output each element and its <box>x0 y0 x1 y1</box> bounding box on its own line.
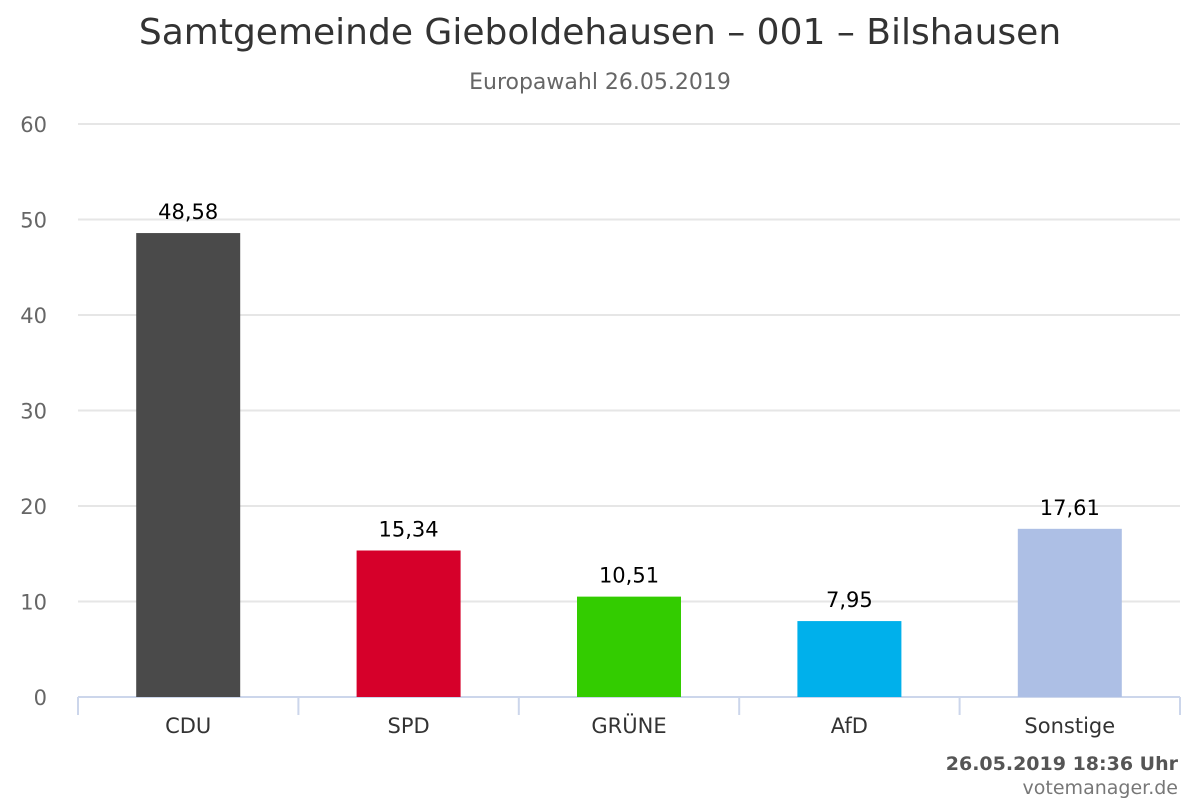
credit-timestamp: 26.05.2019 18:36 Uhr <box>945 753 1178 775</box>
y-tick-label: 0 <box>34 686 47 710</box>
data-label: 48,58 <box>158 200 218 224</box>
bar <box>356 550 461 697</box>
data-label: 10,51 <box>599 564 659 588</box>
x-tick-label: SPD <box>388 714 430 738</box>
data-label: 15,34 <box>379 518 439 542</box>
chart-title: Samtgemeinde Gieboldehausen – 001 – Bils… <box>138 12 1062 53</box>
y-tick-label: 40 <box>20 304 47 328</box>
x-tick-label: AfD <box>831 714 868 738</box>
bar <box>797 621 902 697</box>
y-tick-label: 10 <box>20 591 47 615</box>
y-tick-label: 20 <box>20 495 47 519</box>
chart-subtitle: Europawahl 26.05.2019 <box>469 70 731 95</box>
x-tick-label: CDU <box>165 714 211 738</box>
y-tick-label: 60 <box>20 113 47 137</box>
bar <box>577 596 681 697</box>
x-tick-label: Sonstige <box>1024 714 1115 738</box>
credit-link[interactable]: votemanager.de <box>1022 777 1178 799</box>
data-label: 7,95 <box>826 588 873 612</box>
bar <box>136 233 241 697</box>
y-tick-label: 50 <box>20 209 47 233</box>
x-tick-label: GRÜNE <box>591 713 666 738</box>
y-tick-label: 30 <box>20 400 47 424</box>
data-label: 17,61 <box>1040 496 1100 520</box>
bar <box>1017 528 1122 697</box>
